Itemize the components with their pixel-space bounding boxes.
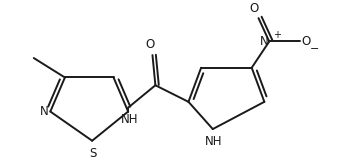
- Text: −: −: [310, 44, 319, 54]
- Text: NH: NH: [205, 135, 222, 148]
- Text: O: O: [249, 2, 258, 15]
- Text: O: O: [301, 35, 311, 48]
- Text: S: S: [89, 147, 97, 160]
- Text: N: N: [40, 105, 48, 118]
- Text: N: N: [259, 35, 268, 48]
- Text: +: +: [273, 30, 281, 40]
- Text: NH: NH: [120, 114, 138, 126]
- Text: O: O: [145, 38, 154, 51]
